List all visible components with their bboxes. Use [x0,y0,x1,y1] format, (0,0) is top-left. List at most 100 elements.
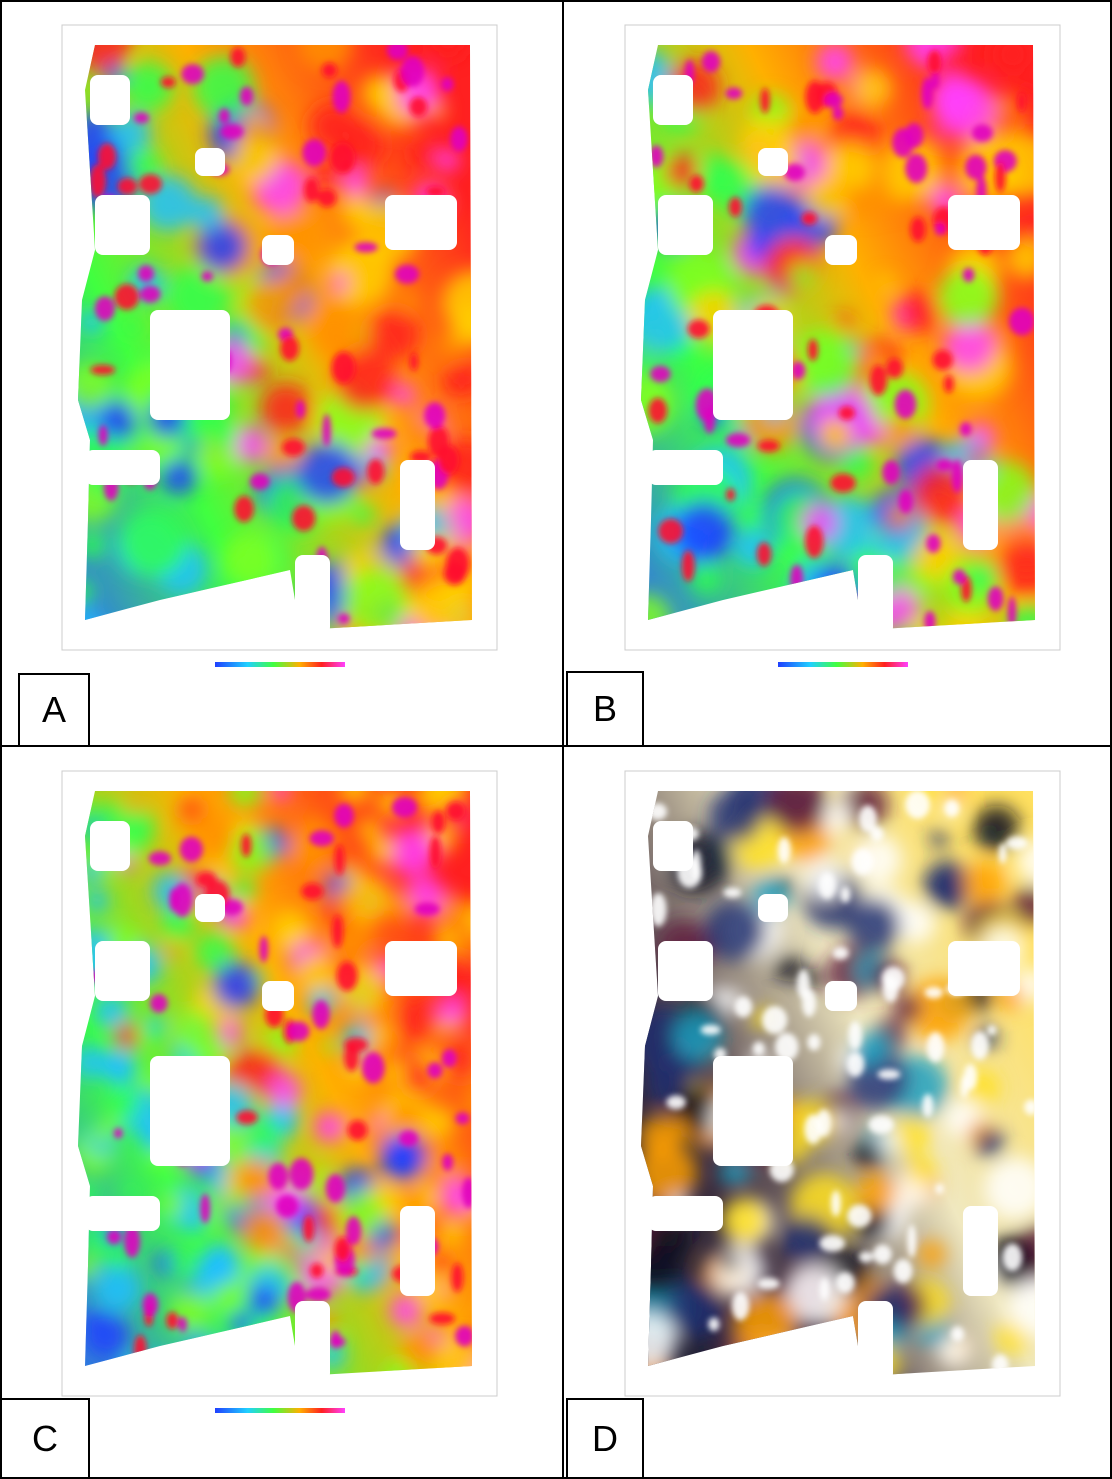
spot [326,1174,345,1202]
data-gap [85,450,160,485]
anomaly [322,1038,338,1054]
spot [343,161,351,172]
spot [840,886,850,902]
anomaly [232,137,278,183]
data-gap [753,600,808,635]
anomaly [456,901,472,917]
spot [1009,308,1035,336]
spot [317,189,336,207]
spot [410,353,418,371]
anomaly [120,509,188,577]
spot [951,1327,964,1342]
anomaly [930,830,948,848]
spot [650,366,670,382]
anomaly [436,148,459,171]
anomaly [212,1282,243,1313]
spot [658,519,683,544]
spot [344,1037,368,1052]
spot [963,268,975,282]
data-gap [648,1196,723,1231]
spot [791,361,805,379]
spot [236,1110,257,1124]
data-gap [400,460,435,550]
spot [925,987,943,999]
map-grid [0,0,1112,1479]
anomaly [343,569,409,635]
panel-label: A [18,673,90,747]
anomaly [296,953,335,992]
anomaly [60,611,109,660]
spot [1017,92,1025,112]
spot [335,844,345,875]
spot [415,903,440,916]
anomaly [172,1009,217,1054]
spot [868,1115,893,1133]
spot [882,460,900,484]
anomaly [452,304,495,347]
data-gap [825,981,857,1011]
spot [648,803,667,820]
spot [807,1034,820,1050]
anomaly [894,902,935,943]
spot [362,1052,385,1083]
anomaly [622,1313,677,1368]
anomaly [619,593,672,646]
data-gap [90,821,130,871]
anomaly [690,623,719,652]
data-gap [295,1301,330,1381]
map-panel [611,13,1070,667]
spot [354,242,377,252]
anomaly [816,43,854,81]
spot [757,542,772,566]
spot [334,803,353,827]
anomaly [611,372,676,437]
spot [833,107,844,121]
spot [819,872,836,899]
anomaly [976,1129,1005,1158]
spot [322,414,331,447]
anomaly [123,319,140,336]
data-gap [713,310,793,420]
data-gap [758,148,788,176]
spot [172,883,192,917]
spot [944,800,959,817]
spot [905,790,930,819]
anomaly [670,1121,690,1141]
data-gap [262,981,294,1011]
spot [240,87,253,106]
anomaly [673,344,695,366]
anomaly [918,1240,946,1268]
anomaly [209,1207,225,1223]
anomaly [315,1112,345,1142]
anomaly [352,503,374,525]
anomaly [223,533,277,587]
anomaly [110,1090,140,1120]
spot [462,1177,476,1208]
spot [819,1235,845,1251]
anomaly [862,1030,892,1060]
spot [367,459,384,484]
spot [442,1154,453,1171]
spot [960,422,972,436]
spot [927,1032,945,1062]
anomaly [962,861,1005,904]
spot [331,1331,341,1349]
anomaly [430,22,467,59]
anomaly [212,962,259,1009]
spot [847,1052,865,1077]
spot [450,126,467,151]
spot [1024,1100,1038,1115]
anomaly [77,530,105,558]
spot [312,1000,329,1029]
anomaly [301,847,329,875]
spot [348,1120,368,1140]
spot [219,108,230,124]
spot [1008,596,1017,628]
spot [98,425,107,446]
anomaly [642,1373,666,1397]
spot [143,1293,158,1316]
spot [179,1317,187,1332]
anomaly [383,1360,411,1388]
anomaly [398,291,417,310]
spot [181,64,204,84]
